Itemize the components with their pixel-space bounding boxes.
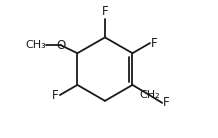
- Text: F: F: [52, 89, 59, 102]
- Text: F: F: [151, 37, 158, 50]
- Text: CH₃: CH₃: [25, 40, 46, 50]
- Text: O: O: [56, 39, 65, 52]
- Text: F: F: [163, 96, 170, 109]
- Text: F: F: [102, 5, 108, 18]
- Text: CH₂: CH₂: [139, 90, 160, 100]
